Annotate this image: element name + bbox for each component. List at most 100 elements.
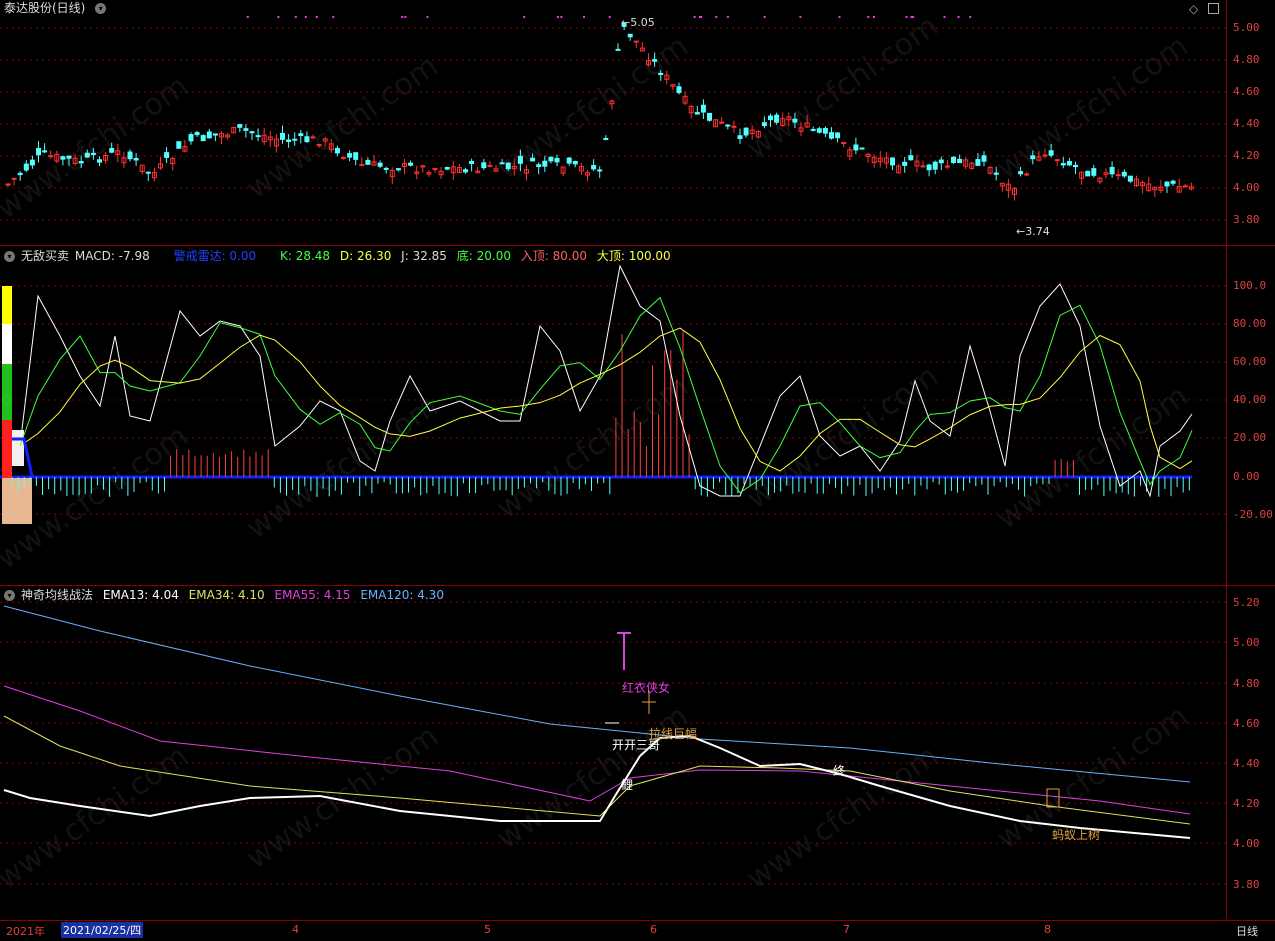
chevron-down-icon[interactable]: ▾ xyxy=(4,251,15,262)
candle-body xyxy=(664,74,670,80)
candle-body xyxy=(999,182,1005,187)
window-restore-icon[interactable] xyxy=(1208,3,1219,14)
zone-block xyxy=(2,478,32,524)
candle-body xyxy=(707,112,712,121)
signal-dot xyxy=(401,16,404,18)
candle-body xyxy=(633,40,639,43)
candle-body xyxy=(780,118,786,126)
candle-body xyxy=(914,160,920,167)
da-value: 大顶: 100.00 xyxy=(596,249,671,263)
candle-body xyxy=(450,166,456,174)
ema55-value: EMA55: 4.15 xyxy=(274,588,351,602)
candle-body xyxy=(145,171,151,174)
candle-body xyxy=(456,166,462,174)
candle-body xyxy=(29,159,35,166)
ema-axis: 5.20 5.00 4.80 4.60 4.40 4.20 4.00 3.80 xyxy=(1226,586,1275,919)
candle-body xyxy=(1121,171,1127,177)
month-label: 7 xyxy=(843,923,850,936)
candle-body xyxy=(713,119,719,128)
month-label: 4 xyxy=(292,923,299,936)
candle-body xyxy=(11,177,17,180)
zone-block xyxy=(12,430,24,466)
candle-body xyxy=(42,150,48,153)
candle-body xyxy=(816,128,822,133)
selected-date[interactable]: 2021/02/25/四 xyxy=(61,922,144,938)
axis-tick: 60.00 xyxy=(1233,355,1267,368)
candle-body xyxy=(694,112,700,115)
candle-body xyxy=(963,159,969,167)
axis-tick: 4.00 xyxy=(1233,181,1260,194)
axis-tick: 4.80 xyxy=(1233,53,1260,66)
candle-body xyxy=(1079,171,1085,179)
candle-body xyxy=(261,134,267,143)
price-chart xyxy=(0,16,1226,221)
candle-body xyxy=(975,159,981,166)
candle-body xyxy=(280,132,285,140)
candle-body xyxy=(548,156,554,162)
indicator-name: 无敌买卖 xyxy=(21,249,70,263)
candle-body xyxy=(1030,155,1036,160)
signal-dot xyxy=(246,16,249,18)
signal-dot xyxy=(799,16,802,18)
candle-body xyxy=(572,160,578,165)
signal-dot xyxy=(715,16,718,18)
candle-body xyxy=(798,127,804,132)
candle-body xyxy=(829,132,834,139)
candle-body xyxy=(670,84,676,87)
chevron-down-icon[interactable]: ▾ xyxy=(4,590,15,601)
signal-dot xyxy=(608,16,611,18)
diamond-icon[interactable]: ◇ xyxy=(1189,2,1199,16)
signal-dot xyxy=(763,16,766,18)
candle-body xyxy=(1060,163,1066,166)
candle-body xyxy=(463,169,468,173)
candle-body xyxy=(902,161,908,166)
candle-body xyxy=(847,149,853,157)
d-value: D: 26.30 xyxy=(339,249,392,263)
zone-block xyxy=(2,420,12,478)
candle-body xyxy=(1158,186,1164,191)
candle-body xyxy=(774,114,780,123)
axis-tick: 4.60 xyxy=(1233,717,1260,730)
candle-body xyxy=(835,132,841,139)
k-value: K: 28.48 xyxy=(279,249,331,263)
signal-dot xyxy=(693,16,696,18)
axis-tick: 4.80 xyxy=(1233,677,1260,690)
candle-body xyxy=(334,147,340,154)
candle-body xyxy=(188,134,194,142)
axis-tick: 80.00 xyxy=(1233,317,1267,330)
candle-body xyxy=(133,157,139,161)
indicator-panel[interactable]: ▾ 无敌买卖 MACD: -7.98 警戒雷达: 0.00 K: 28.48 D:… xyxy=(0,246,1226,586)
mayi-box xyxy=(1046,788,1060,808)
candle-body xyxy=(164,152,170,158)
candle-body xyxy=(54,153,60,162)
candle-body xyxy=(810,128,816,131)
candle-body xyxy=(341,156,346,159)
indicator-chart xyxy=(0,264,1226,524)
signal-dot xyxy=(277,16,280,18)
candle-body xyxy=(658,72,664,76)
signal-dot xyxy=(726,16,729,18)
signal-dot xyxy=(698,16,701,18)
candle-body xyxy=(1109,166,1115,175)
ema-panel[interactable]: ▾ 神奇均线战法 EMA13: 4.04 EMA34: 4.10 EMA55: 4… xyxy=(0,586,1226,919)
candle-body xyxy=(60,156,66,160)
candle-body xyxy=(200,135,206,142)
candle-body xyxy=(72,157,78,165)
candle-body xyxy=(426,172,432,175)
candle-body xyxy=(310,136,316,139)
price-panel[interactable]: 泰达股份(日线) ▾ ◇ ←5.05 ←3.74 xyxy=(0,0,1226,246)
chevron-down-icon[interactable]: ▾ xyxy=(95,3,107,14)
candle-body xyxy=(273,138,279,147)
candle-body xyxy=(987,166,993,174)
candle-body xyxy=(139,164,145,173)
candle-body xyxy=(1097,177,1103,183)
candle-body xyxy=(1066,160,1072,166)
period-label[interactable]: 日线 xyxy=(1236,925,1258,938)
zone-block xyxy=(2,286,12,324)
candle-body xyxy=(1146,183,1152,192)
candle-body xyxy=(1134,178,1139,187)
signal-dot xyxy=(943,16,946,18)
signal-dot xyxy=(560,16,563,18)
candle-body xyxy=(1170,180,1176,184)
axis-tick: 3.80 xyxy=(1233,878,1260,891)
